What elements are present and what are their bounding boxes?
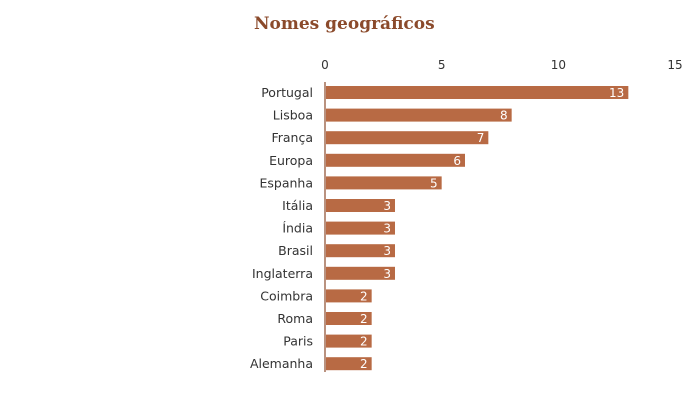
- category-label: Coimbra: [260, 288, 313, 303]
- data-label: 2: [360, 357, 368, 371]
- category-label: Brasil: [278, 243, 313, 258]
- data-label: 8: [500, 109, 508, 123]
- category-label: Índia: [282, 221, 313, 236]
- x-tick-label: 5: [438, 58, 446, 72]
- category-label: Lisboa: [273, 108, 313, 123]
- category-label: Paris: [283, 334, 313, 349]
- data-label: 2: [360, 335, 368, 349]
- data-label: 6: [453, 154, 461, 168]
- x-tick-label: 15: [667, 58, 682, 72]
- bar: [326, 131, 489, 145]
- category-label: Europa: [269, 153, 313, 168]
- x-tick-label: 0: [321, 58, 329, 72]
- bar: [326, 244, 395, 258]
- bar: [326, 153, 465, 167]
- bar: [326, 176, 442, 190]
- bar: [326, 266, 395, 280]
- data-label: 5: [430, 176, 438, 190]
- bar: [326, 86, 629, 99]
- category-label: França: [271, 130, 313, 145]
- bar: [326, 334, 372, 348]
- bar: [326, 289, 372, 303]
- bar: [326, 357, 372, 371]
- category-label: Itália: [282, 198, 313, 213]
- bar: [326, 312, 372, 325]
- data-label: 13: [609, 86, 624, 100]
- category-label: Alemanha: [250, 356, 313, 371]
- data-label: 3: [383, 244, 391, 258]
- bar: [326, 199, 395, 212]
- data-label: 2: [360, 289, 368, 303]
- category-label: Roma: [277, 311, 313, 326]
- x-tick-label: 10: [551, 58, 566, 72]
- category-label: Inglaterra: [252, 266, 313, 281]
- category-label: Espanha: [259, 175, 313, 190]
- data-label: 7: [477, 131, 485, 145]
- data-label: 2: [360, 312, 368, 326]
- chart-title: Nomes geográficos: [254, 14, 435, 34]
- data-label: 3: [383, 222, 391, 236]
- data-label: 3: [383, 267, 391, 281]
- data-label: 3: [383, 199, 391, 213]
- bar: [326, 108, 512, 122]
- category-label: Portugal: [261, 85, 313, 100]
- bar: [326, 221, 395, 235]
